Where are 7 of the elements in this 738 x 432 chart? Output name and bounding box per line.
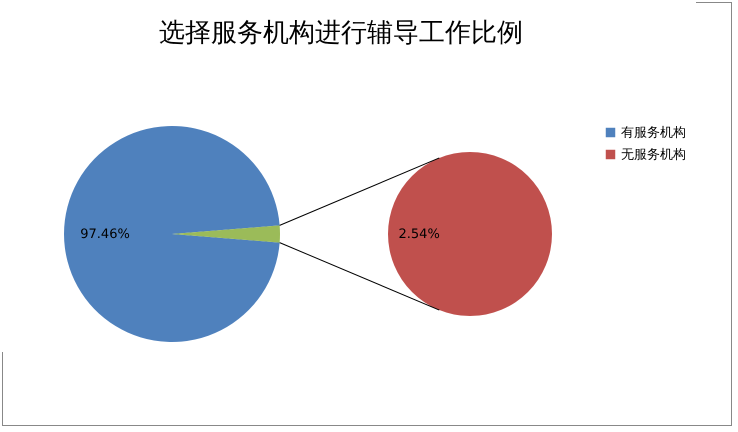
data-label: 97.46% <box>80 227 130 242</box>
data-label: 2.54% <box>398 227 440 242</box>
pie-slice <box>64 126 280 342</box>
chart-title: 选择服务机构进行辅导工作比例 <box>159 18 523 48</box>
legend-label: 无服务机构 <box>621 148 686 162</box>
pie-slice <box>172 225 280 243</box>
legend-label: 有服务机构 <box>621 126 686 140</box>
